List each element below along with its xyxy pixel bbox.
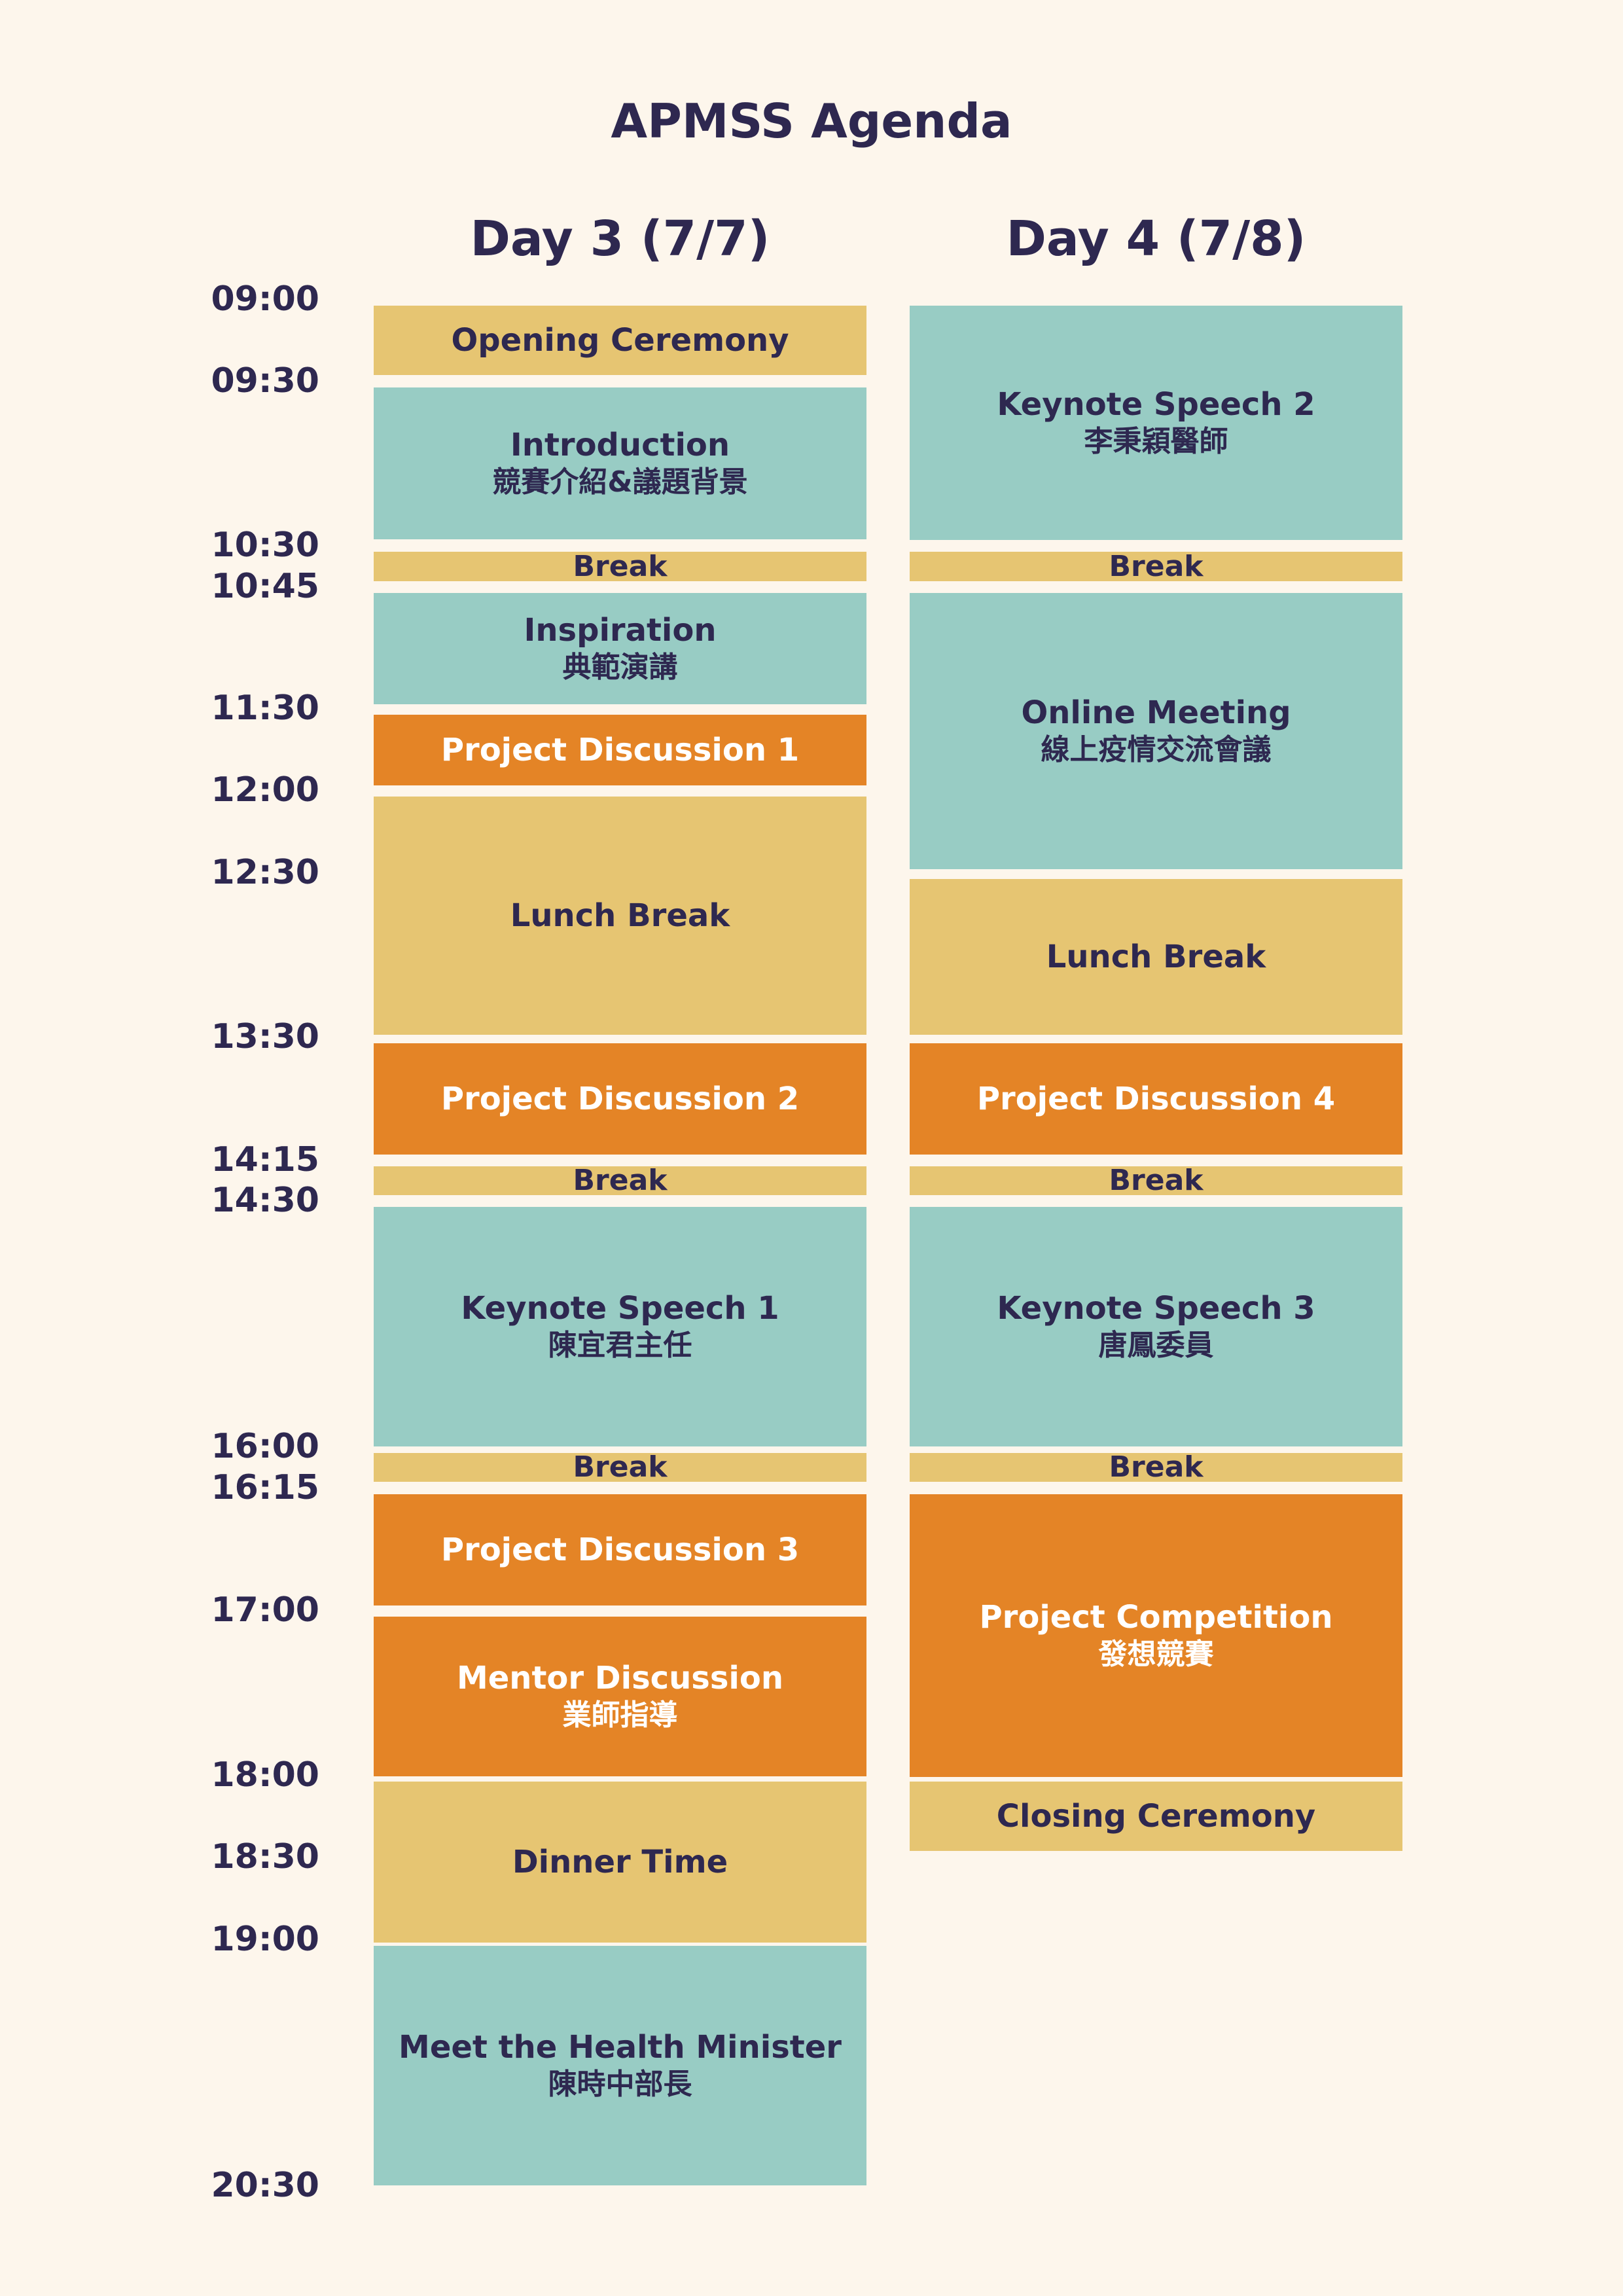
session-subtitle: 李秉穎醫師: [1084, 425, 1228, 458]
session-title: Opening Ceremony: [451, 322, 789, 359]
session-title: Keynote Speech 2: [997, 386, 1315, 423]
time-label: 20:30: [211, 2166, 319, 2205]
session-title: Keynote Speech 1: [461, 1290, 779, 1327]
session-subtitle: 競賽介紹&議題背景: [492, 465, 748, 499]
session-block: Dinner Time: [374, 1782, 866, 1943]
day4-header: Day 4 (7/8): [1006, 211, 1306, 267]
day3-schedule: Opening Ceremony Introduction 競賽介紹&議題背景 Bre…: [374, 0, 866, 2296]
session-subtitle: 業師指導: [562, 1698, 678, 1732]
session-block: Project Discussion 4: [910, 1043, 1402, 1155]
time-label: 14:30: [211, 1181, 319, 1220]
session-title: Break: [1109, 1166, 1204, 1195]
time-label: 09:30: [211, 361, 319, 401]
session-block: Keynote Speech 3 唐鳳委員: [910, 1207, 1402, 1446]
time-label: 11:30: [211, 689, 319, 728]
session-title: Break: [573, 1166, 668, 1195]
session-title: Break: [573, 1453, 668, 1482]
session-block: Keynote Speech 2 李秉穎醫師: [910, 306, 1402, 540]
break-block: Break: [910, 1166, 1402, 1195]
day3-header: Day 3 (7/7): [470, 211, 770, 267]
session-title: Dinner Time: [512, 1844, 728, 1880]
session-block: Lunch Break: [374, 797, 866, 1035]
session-title: Lunch Break: [1046, 939, 1266, 975]
session-title: Mentor Discussion: [456, 1660, 784, 1696]
session-title: Closing Ceremony: [996, 1798, 1316, 1835]
session-block: Meet the Health Minister 陳時中部長: [374, 1946, 866, 2185]
session-title: Inspiration: [524, 612, 717, 649]
session-title: Break: [573, 552, 668, 581]
time-label: 18:00: [211, 1755, 319, 1795]
session-title: Break: [1109, 1453, 1204, 1482]
break-block: Break: [910, 552, 1402, 581]
session-title: Meet the Health Minister: [399, 2029, 842, 2066]
session-subtitle: 陳時中部長: [548, 2068, 692, 2101]
session-block: Mentor Discussion 業師指導: [374, 1617, 866, 1776]
time-label: 12:30: [211, 853, 319, 892]
session-block: Inspiration 典範演講: [374, 593, 866, 704]
session-title: Project Discussion 1: [440, 732, 800, 768]
time-label: 10:30: [211, 526, 319, 565]
session-title: Introduction: [510, 427, 730, 463]
session-block: Lunch Break: [910, 879, 1402, 1035]
time-label: 13:30: [211, 1017, 319, 1056]
session-title: Project Competition: [979, 1599, 1333, 1636]
break-block: Break: [374, 1453, 866, 1482]
session-subtitle: 陳宜君主任: [548, 1329, 692, 1362]
session-title: Project Discussion 3: [440, 1532, 800, 1568]
time-label: 14:15: [211, 1140, 319, 1179]
session-block: Project Competition 發想競賽: [910, 1494, 1402, 1777]
session-block: Keynote Speech 1 陳宜君主任: [374, 1207, 866, 1446]
session-title: Project Discussion 2: [440, 1081, 800, 1117]
session-block: Online Meeting 線上疫情交流會議: [910, 593, 1402, 869]
session-title: Project Discussion 4: [976, 1081, 1336, 1117]
session-block: Introduction 競賽介紹&議題背景: [374, 387, 866, 539]
break-block: Break: [374, 1166, 866, 1195]
session-block: Project Discussion 3: [374, 1494, 866, 1605]
time-axis: 09:00 09:30 10:30 10:45 11:30 12:00 12:30 13:30…: [0, 0, 340, 2296]
session-subtitle: 發想競賽: [1098, 1638, 1214, 1671]
session-subtitle: 典範演講: [562, 651, 678, 684]
page-title: APMSS Agenda: [611, 94, 1012, 149]
session-title: Keynote Speech 3: [997, 1290, 1315, 1327]
time-label: 16:00: [211, 1427, 319, 1466]
break-block: Break: [910, 1453, 1402, 1482]
session-block: Project Discussion 2: [374, 1043, 866, 1155]
session-title: Lunch Break: [510, 897, 730, 934]
session-block: Closing Ceremony: [910, 1782, 1402, 1851]
time-label: 19:00: [211, 1920, 319, 1959]
session-block: Project Discussion 1: [374, 715, 866, 785]
session-block: Opening Ceremony: [374, 306, 866, 375]
time-label: 12:00: [211, 770, 319, 810]
session-subtitle: 唐鳳委員: [1098, 1329, 1214, 1362]
time-label: 16:15: [211, 1468, 319, 1507]
time-label: 09:00: [211, 279, 319, 319]
session-title: Online Meeting: [1021, 694, 1291, 731]
session-title: Break: [1109, 552, 1204, 581]
break-block: Break: [374, 552, 866, 581]
time-label: 10:45: [211, 567, 319, 606]
session-subtitle: 線上疫情交流會議: [1041, 733, 1272, 766]
time-label: 18:30: [211, 1837, 319, 1876]
time-label: 17:00: [211, 1590, 319, 1630]
day4-schedule: Keynote Speech 2 李秉穎醫師 Break Online Meeting…: [910, 0, 1402, 2296]
